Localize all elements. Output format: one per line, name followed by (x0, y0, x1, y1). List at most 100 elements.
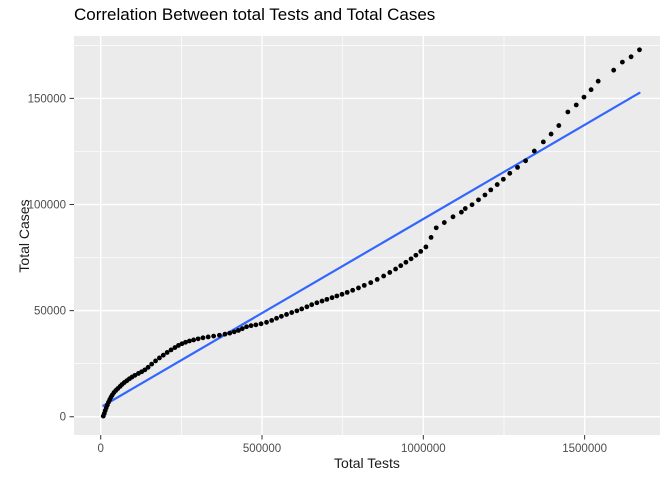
data-point (160, 352, 166, 358)
data-point (324, 296, 330, 302)
plot-panel (74, 36, 660, 435)
data-point (244, 324, 249, 330)
data-point (176, 343, 181, 348)
data-point (231, 329, 237, 335)
data-point (500, 176, 506, 182)
data-point (387, 270, 393, 275)
data-point (588, 87, 594, 93)
data-point (211, 333, 217, 339)
data-point (284, 312, 289, 317)
data-point (381, 273, 387, 279)
data-point (531, 148, 537, 154)
data-point (368, 280, 374, 286)
data-point (393, 266, 398, 272)
data-point (239, 326, 245, 332)
data-point (319, 298, 325, 304)
data-point (565, 109, 571, 115)
data-point (462, 206, 468, 211)
data-point (314, 300, 320, 306)
data-point (168, 347, 174, 353)
data-point (403, 259, 409, 265)
x-tick-label: 1500000 (562, 443, 607, 455)
data-point (581, 94, 587, 100)
data-point (450, 214, 456, 220)
data-point (142, 367, 148, 373)
x-tick-label: 0 (98, 443, 104, 455)
data-point (476, 197, 481, 203)
data-point (408, 256, 414, 262)
data-point (274, 315, 279, 321)
data-point (540, 139, 546, 145)
data-point (488, 187, 494, 193)
data-point (361, 282, 367, 288)
data-point (264, 319, 269, 325)
plot-title: Correlation Between total Tests and Tota… (74, 5, 436, 24)
y-axis-title: Total Cases (16, 199, 32, 273)
y-tick-label: 100000 (28, 200, 66, 212)
data-point (195, 336, 201, 342)
data-point (153, 358, 158, 364)
data-point (149, 361, 155, 367)
data-point (398, 263, 404, 269)
data-point (374, 277, 380, 282)
data-point (494, 182, 500, 187)
data-point (294, 308, 300, 314)
data-point (258, 321, 264, 327)
data-point (637, 47, 642, 53)
data-point (523, 158, 528, 164)
data-point (482, 192, 488, 198)
y-tick-label: 50000 (34, 306, 66, 318)
data-point (356, 285, 361, 291)
x-tick-label: 1000000 (401, 443, 446, 455)
data-point (222, 331, 228, 337)
data-point (227, 330, 233, 336)
data-point (191, 337, 197, 343)
data-point (556, 123, 562, 128)
data-point (458, 209, 464, 215)
data-point (217, 332, 222, 338)
x-tick-label: 500000 (243, 443, 281, 455)
data-point (304, 304, 310, 310)
data-point (548, 131, 554, 137)
data-point (278, 313, 284, 319)
data-point (595, 78, 601, 84)
data-point (350, 287, 356, 293)
data-point (187, 338, 192, 344)
data-point (418, 249, 424, 254)
data-point (183, 339, 188, 345)
data-point (145, 364, 151, 370)
data-point (200, 335, 206, 341)
y-tick-label: 0 (60, 412, 66, 424)
data-point (299, 306, 305, 312)
data-point (433, 225, 439, 231)
data-point (469, 202, 475, 208)
data-point (507, 170, 513, 176)
data-point (269, 317, 275, 323)
data-point (132, 372, 138, 378)
data-point (289, 310, 295, 315)
data-point (428, 235, 434, 240)
x-axis-title: Total Tests (334, 455, 400, 471)
data-point (344, 289, 350, 295)
data-point (413, 252, 419, 258)
data-point (329, 295, 335, 301)
data-point (253, 322, 259, 328)
y-tick-label: 150000 (28, 93, 66, 105)
trend-line (102, 91, 641, 407)
data-point (248, 323, 254, 329)
data-point (573, 102, 579, 108)
data-point (205, 334, 211, 340)
data-point (236, 327, 241, 333)
data-point (157, 355, 162, 361)
data-point (423, 244, 429, 250)
data-point (164, 350, 170, 355)
data-point (619, 59, 625, 65)
data-point (441, 220, 447, 225)
data-point (334, 293, 340, 299)
data-point (339, 291, 345, 297)
data-point (611, 67, 617, 73)
data-point (515, 164, 520, 170)
data-point (628, 54, 634, 60)
